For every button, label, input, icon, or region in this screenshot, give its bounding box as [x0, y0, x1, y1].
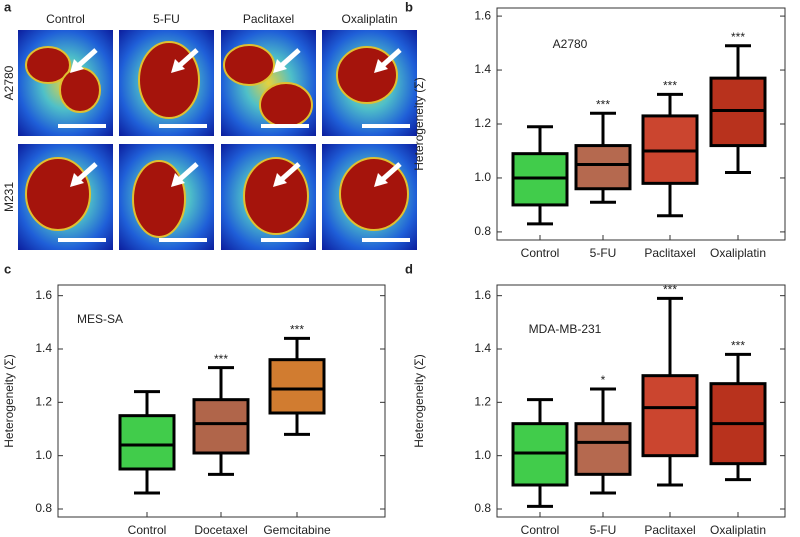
- panel-label: d: [405, 261, 413, 276]
- y-tick-label: 1.2: [474, 116, 491, 130]
- arrow: [177, 48, 199, 68]
- x-tick-label: Control: [128, 523, 167, 537]
- box: [641, 374, 699, 458]
- cell-region: [25, 46, 71, 84]
- x-tick-label: 5-FU: [590, 246, 617, 260]
- panel-label: c: [4, 261, 11, 276]
- y-tick-label: 0.8: [474, 224, 491, 238]
- x-tick-label: Paclitaxel: [644, 523, 695, 537]
- arrow: [279, 48, 301, 68]
- y-axis-title: Heterogeneity (Σ): [412, 77, 426, 170]
- arrow-head: [273, 173, 287, 187]
- significance: ***: [731, 30, 745, 44]
- box: [574, 422, 632, 476]
- x-tick-label: Docetaxel: [194, 523, 247, 537]
- x-tick-label: Paclitaxel: [644, 246, 695, 260]
- panel-label: a: [4, 0, 12, 14]
- y-axis-title: Heterogeneity (Σ): [412, 354, 426, 447]
- panel-label: b: [405, 0, 413, 14]
- panel-annotation: MDA-MB-231: [529, 322, 602, 336]
- y-tick-label: 1.6: [474, 8, 491, 22]
- arrow-head: [70, 173, 84, 187]
- arrow: [279, 162, 301, 182]
- y-tick-label: 1.6: [35, 288, 52, 302]
- y-tick-label: 1.2: [35, 395, 52, 409]
- y-tick-label: 1.6: [474, 288, 491, 302]
- x-tick-label: Gemcitabine: [263, 523, 331, 537]
- y-tick-label: 0.8: [35, 501, 52, 515]
- significance: *: [601, 373, 606, 387]
- box: [118, 414, 176, 471]
- y-axis-title: Heterogeneity (Σ): [2, 354, 16, 447]
- significance: ***: [663, 283, 677, 297]
- x-tick-label: Control: [521, 246, 560, 260]
- x-tick-label: Oxaliplatin: [710, 246, 766, 260]
- arrow-head: [374, 59, 388, 73]
- cell-region: [223, 44, 275, 86]
- significance: ***: [596, 97, 610, 111]
- plot-frame: [496, 284, 786, 518]
- box: [192, 398, 250, 455]
- arrow-head: [171, 59, 185, 73]
- column-label: Paclitaxel: [243, 12, 294, 26]
- column-label: Control: [46, 12, 85, 26]
- y-tick-label: 1.0: [35, 448, 52, 462]
- row-label: A2780: [2, 65, 16, 100]
- significance: ***: [214, 352, 228, 366]
- box: [574, 144, 632, 191]
- row-label: M231: [2, 182, 16, 212]
- y-tick-label: 1.0: [474, 170, 491, 184]
- cell-region: [243, 157, 309, 235]
- x-tick-label: Oxaliplatin: [710, 523, 766, 537]
- significance: ***: [290, 323, 304, 337]
- y-tick-label: 1.4: [474, 341, 491, 355]
- arrow-head: [70, 59, 84, 73]
- cell-region: [59, 67, 101, 113]
- arrow-head: [273, 59, 287, 73]
- arrow: [380, 162, 402, 182]
- y-tick-label: 0.8: [474, 501, 491, 515]
- y-tick-label: 1.4: [474, 62, 491, 76]
- arrow: [76, 48, 98, 68]
- box: [268, 358, 326, 415]
- arrow: [380, 48, 402, 68]
- x-tick-label: 5-FU: [590, 523, 617, 537]
- x-tick-label: Control: [521, 523, 560, 537]
- column-label: Oxaliplatin: [341, 12, 397, 26]
- cell-region: [339, 157, 409, 231]
- column-label: 5-FU: [153, 12, 180, 26]
- significance: ***: [663, 78, 677, 92]
- significance: ***: [731, 339, 745, 353]
- y-tick-label: 1.4: [35, 341, 52, 355]
- arrow-head: [374, 173, 388, 187]
- arrow: [177, 162, 199, 182]
- cell-region: [336, 46, 398, 104]
- cell-region: [259, 82, 313, 128]
- panel-annotation: A2780: [553, 37, 588, 51]
- cell-region: [132, 160, 186, 238]
- arrow-head: [171, 173, 185, 187]
- arrow: [76, 162, 98, 182]
- y-tick-label: 1.0: [474, 448, 491, 462]
- panel-annotation: MES-SA: [77, 312, 123, 326]
- cell-region: [25, 157, 91, 231]
- y-tick-label: 1.2: [474, 395, 491, 409]
